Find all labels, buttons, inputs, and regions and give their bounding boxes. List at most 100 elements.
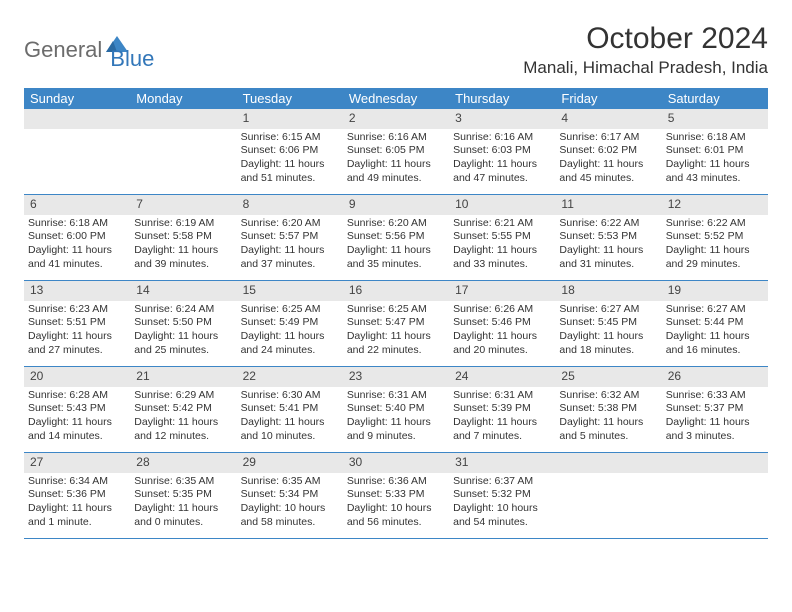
calendar-cell-inner: 22Sunrise: 6:30 AMSunset: 5:41 PMDayligh… [237,367,343,453]
sunset-text: Sunset: 5:32 PM [453,488,551,502]
day-body: Sunrise: 6:25 AMSunset: 5:47 PMDaylight:… [343,301,449,358]
sunset-text: Sunset: 5:57 PM [241,230,339,244]
weekday-header: Tuesday [237,88,343,109]
daylight-text: Daylight: 11 hours and 27 minutes. [28,330,126,358]
daylight-text: Daylight: 11 hours and 1 minute. [28,502,126,530]
calendar-cell-inner: 18Sunrise: 6:27 AMSunset: 5:45 PMDayligh… [555,281,661,367]
calendar-cell: 9Sunrise: 6:20 AMSunset: 5:56 PMDaylight… [343,195,449,281]
calendar-cell: 31Sunrise: 6:37 AMSunset: 5:32 PMDayligh… [449,453,555,539]
calendar-cell: 18Sunrise: 6:27 AMSunset: 5:45 PMDayligh… [555,281,661,367]
sunset-text: Sunset: 5:43 PM [28,402,126,416]
sunset-text: Sunset: 5:42 PM [134,402,232,416]
sunset-text: Sunset: 6:01 PM [666,144,764,158]
sunrise-text: Sunrise: 6:18 AM [28,217,126,231]
sunset-text: Sunset: 5:50 PM [134,316,232,330]
daylight-text: Daylight: 11 hours and 0 minutes. [134,502,232,530]
calendar-cell-inner: 25Sunrise: 6:32 AMSunset: 5:38 PMDayligh… [555,367,661,453]
day-body: Sunrise: 6:21 AMSunset: 5:55 PMDaylight:… [449,215,555,272]
sunrise-text: Sunrise: 6:21 AM [453,217,551,231]
day-body: Sunrise: 6:35 AMSunset: 5:35 PMDaylight:… [130,473,236,530]
day-body-empty [24,129,130,131]
month-title: October 2024 [523,22,768,56]
calendar-cell-inner: 1Sunrise: 6:15 AMSunset: 6:06 PMDaylight… [237,109,343,195]
day-body: Sunrise: 6:30 AMSunset: 5:41 PMDaylight:… [237,387,343,444]
calendar-cell-inner: 7Sunrise: 6:19 AMSunset: 5:58 PMDaylight… [130,195,236,281]
day-body: Sunrise: 6:26 AMSunset: 5:46 PMDaylight:… [449,301,555,358]
sunset-text: Sunset: 6:06 PM [241,144,339,158]
sunset-text: Sunset: 5:47 PM [347,316,445,330]
day-number-bar: 9 [343,195,449,215]
calendar-cell: 19Sunrise: 6:27 AMSunset: 5:44 PMDayligh… [662,281,768,367]
day-number-bar: 15 [237,281,343,301]
sunrise-text: Sunrise: 6:28 AM [28,389,126,403]
day-number-bar-empty [24,109,130,129]
calendar-cell-inner: 24Sunrise: 6:31 AMSunset: 5:39 PMDayligh… [449,367,555,453]
day-body: Sunrise: 6:36 AMSunset: 5:33 PMDaylight:… [343,473,449,530]
sunset-text: Sunset: 5:49 PM [241,316,339,330]
day-body: Sunrise: 6:22 AMSunset: 5:53 PMDaylight:… [555,215,661,272]
sunrise-text: Sunrise: 6:20 AM [347,217,445,231]
day-number-bar: 17 [449,281,555,301]
weekday-header: Sunday [24,88,130,109]
daylight-text: Daylight: 11 hours and 49 minutes. [347,158,445,186]
day-body: Sunrise: 6:28 AMSunset: 5:43 PMDaylight:… [24,387,130,444]
sunset-text: Sunset: 5:51 PM [28,316,126,330]
daylight-text: Daylight: 10 hours and 54 minutes. [453,502,551,530]
sunrise-text: Sunrise: 6:37 AM [453,475,551,489]
calendar-cell-inner: 20Sunrise: 6:28 AMSunset: 5:43 PMDayligh… [24,367,130,453]
calendar-cell: 2Sunrise: 6:16 AMSunset: 6:05 PMDaylight… [343,109,449,195]
sunrise-text: Sunrise: 6:26 AM [453,303,551,317]
daylight-text: Daylight: 11 hours and 18 minutes. [559,330,657,358]
day-body: Sunrise: 6:27 AMSunset: 5:44 PMDaylight:… [662,301,768,358]
sunrise-text: Sunrise: 6:22 AM [666,217,764,231]
sunset-text: Sunset: 5:52 PM [666,230,764,244]
daylight-text: Daylight: 10 hours and 58 minutes. [241,502,339,530]
sunset-text: Sunset: 5:35 PM [134,488,232,502]
daylight-text: Daylight: 10 hours and 56 minutes. [347,502,445,530]
calendar-cell: 29Sunrise: 6:35 AMSunset: 5:34 PMDayligh… [237,453,343,539]
calendar-cell: 5Sunrise: 6:18 AMSunset: 6:01 PMDaylight… [662,109,768,195]
day-number-bar: 13 [24,281,130,301]
day-number-bar: 7 [130,195,236,215]
day-body-empty [130,129,236,131]
daylight-text: Daylight: 11 hours and 22 minutes. [347,330,445,358]
calendar-cell-inner: 5Sunrise: 6:18 AMSunset: 6:01 PMDaylight… [662,109,768,195]
calendar-cell-inner: 9Sunrise: 6:20 AMSunset: 5:56 PMDaylight… [343,195,449,281]
day-body: Sunrise: 6:16 AMSunset: 6:03 PMDaylight:… [449,129,555,186]
day-body: Sunrise: 6:34 AMSunset: 5:36 PMDaylight:… [24,473,130,530]
brand-text-2: Blue [110,28,154,72]
day-body: Sunrise: 6:35 AMSunset: 5:34 PMDaylight:… [237,473,343,530]
daylight-text: Daylight: 11 hours and 5 minutes. [559,416,657,444]
sunset-text: Sunset: 6:03 PM [453,144,551,158]
daylight-text: Daylight: 11 hours and 39 minutes. [134,244,232,272]
daylight-text: Daylight: 11 hours and 14 minutes. [28,416,126,444]
day-number-bar: 30 [343,453,449,473]
calendar-page: General Blue October 2024 Manali, Himach… [0,0,792,539]
calendar-cell: 1Sunrise: 6:15 AMSunset: 6:06 PMDaylight… [237,109,343,195]
calendar-week-row: 20Sunrise: 6:28 AMSunset: 5:43 PMDayligh… [24,367,768,453]
sunset-text: Sunset: 5:33 PM [347,488,445,502]
sunrise-text: Sunrise: 6:32 AM [559,389,657,403]
calendar-cell-inner: 11Sunrise: 6:22 AMSunset: 5:53 PMDayligh… [555,195,661,281]
sunset-text: Sunset: 5:46 PM [453,316,551,330]
sunrise-text: Sunrise: 6:16 AM [453,131,551,145]
calendar-cell: 22Sunrise: 6:30 AMSunset: 5:41 PMDayligh… [237,367,343,453]
daylight-text: Daylight: 11 hours and 35 minutes. [347,244,445,272]
day-number-bar: 21 [130,367,236,387]
day-body: Sunrise: 6:32 AMSunset: 5:38 PMDaylight:… [555,387,661,444]
day-number-bar: 20 [24,367,130,387]
day-body: Sunrise: 6:33 AMSunset: 5:37 PMDaylight:… [662,387,768,444]
sunrise-text: Sunrise: 6:25 AM [347,303,445,317]
daylight-text: Daylight: 11 hours and 24 minutes. [241,330,339,358]
calendar-cell: 23Sunrise: 6:31 AMSunset: 5:40 PMDayligh… [343,367,449,453]
sunset-text: Sunset: 5:45 PM [559,316,657,330]
sunrise-text: Sunrise: 6:30 AM [241,389,339,403]
calendar-cell-inner [130,109,236,195]
sunset-text: Sunset: 5:39 PM [453,402,551,416]
calendar-cell-inner: 10Sunrise: 6:21 AMSunset: 5:55 PMDayligh… [449,195,555,281]
daylight-text: Daylight: 11 hours and 33 minutes. [453,244,551,272]
sunrise-text: Sunrise: 6:29 AM [134,389,232,403]
day-number-bar: 22 [237,367,343,387]
weekday-header: Wednesday [343,88,449,109]
sunrise-text: Sunrise: 6:20 AM [241,217,339,231]
